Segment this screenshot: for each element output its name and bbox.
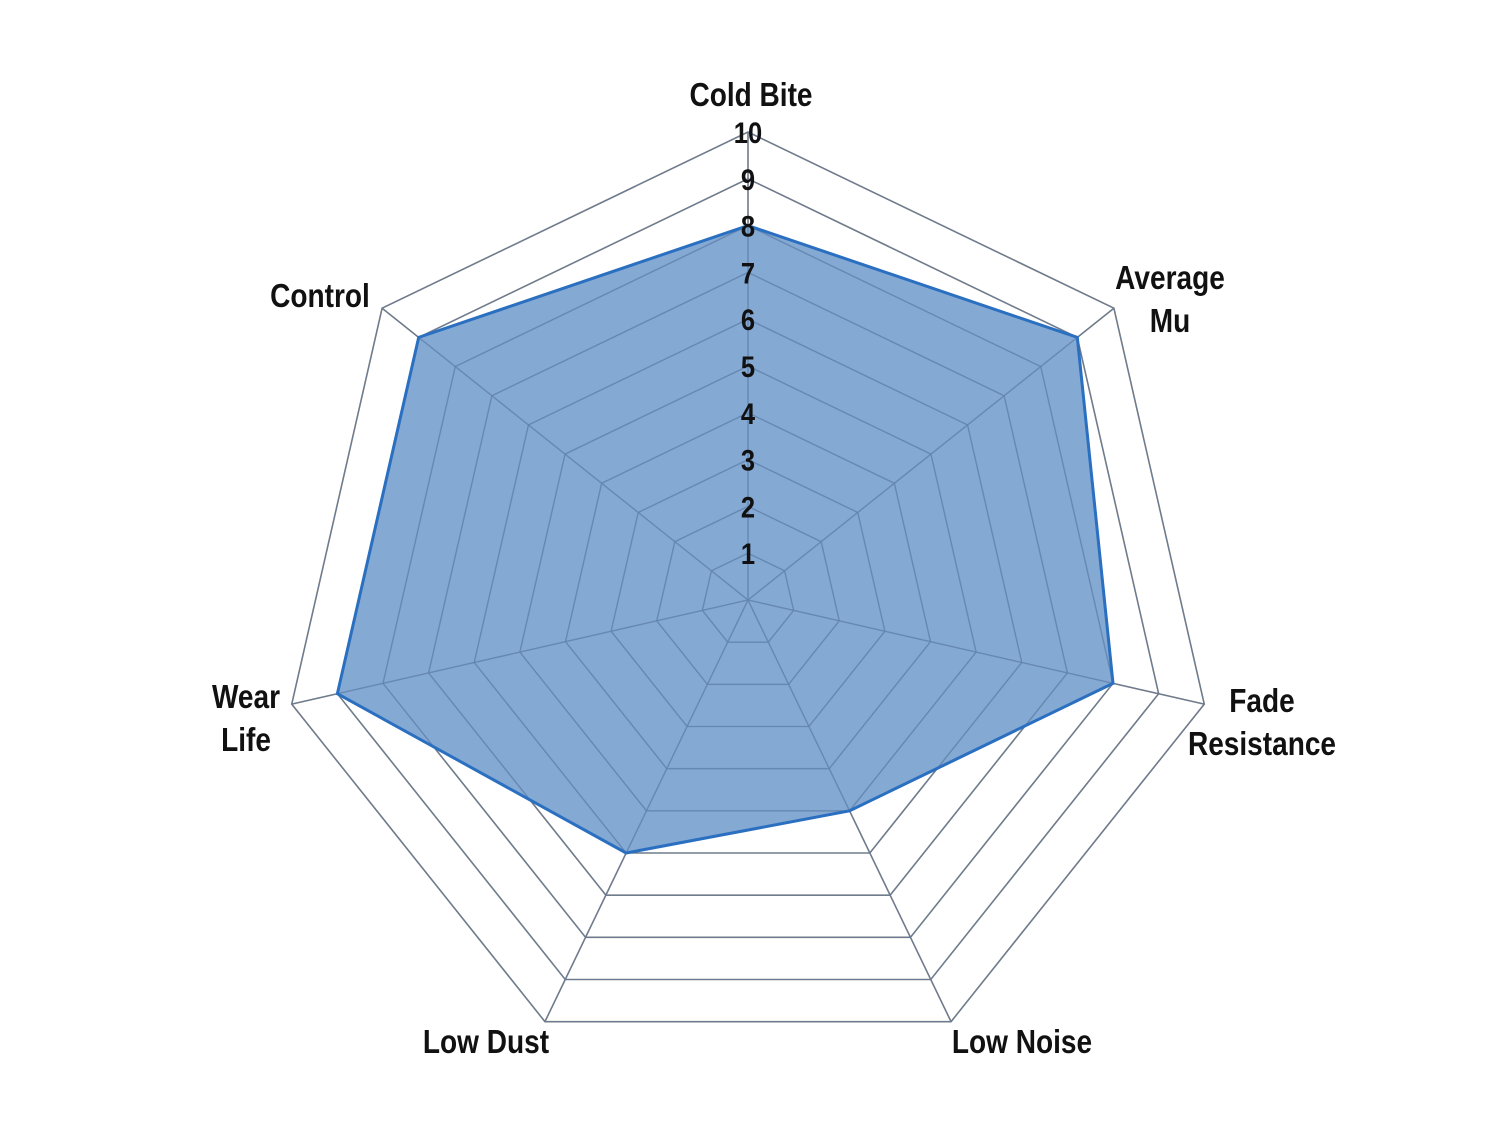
axis-label-wear-life: Life xyxy=(221,722,271,759)
axis-label-wear-life: Wear xyxy=(212,679,280,716)
tick-label-10: 10 xyxy=(734,116,762,149)
grid-ring-overlay-8 xyxy=(382,225,1114,938)
axis-label-control: Control xyxy=(270,278,370,315)
grid-ring-overlay-2 xyxy=(656,505,840,685)
axis-label-average-mu: Average xyxy=(1115,260,1225,297)
data-line xyxy=(335,224,1115,855)
axis-label-fade-resistance: Fade xyxy=(1229,683,1294,720)
tick-label-2: 2 xyxy=(741,490,755,523)
grid-ring-overlay-3 xyxy=(610,459,886,727)
tick-label-8: 8 xyxy=(741,210,755,243)
tick-label-1: 1 xyxy=(741,537,755,570)
axis-label-low-dust: Low Dust xyxy=(423,1024,549,1061)
grid-ring-overlay-4 xyxy=(564,412,932,770)
tick-label-7: 7 xyxy=(741,256,755,289)
grid-ring-overlay-5 xyxy=(519,365,977,812)
tick-label-6: 6 xyxy=(741,303,755,336)
tick-label-4: 4 xyxy=(741,397,756,430)
grid-ring-overlay-6 xyxy=(473,318,1023,854)
axis-label-fade-resistance: Resistance xyxy=(1188,726,1336,763)
grid-spoke-overlay-4 xyxy=(544,599,749,1022)
data-area xyxy=(337,225,1114,853)
tick-label-9: 9 xyxy=(741,163,755,196)
grid-ring-overlay-7 xyxy=(428,271,1068,896)
grid-spoke-overlay-5 xyxy=(291,599,749,705)
tick-label-5: 5 xyxy=(741,350,755,383)
grid-spoke-overlay-2 xyxy=(747,599,1205,705)
axis-label-cold-bite: Cold Bite xyxy=(689,77,812,114)
grid-ring-overlay-10 xyxy=(291,131,1205,1023)
grid-ring-overlay-1 xyxy=(701,552,795,643)
axis-label-average-mu: Mu xyxy=(1150,303,1190,340)
grid-spoke-overlay-6 xyxy=(381,307,749,601)
tick-label-3: 3 xyxy=(741,444,755,477)
grid-spoke-overlay-1 xyxy=(747,307,1115,601)
axis-label-low-noise: Low Noise xyxy=(952,1024,1092,1061)
